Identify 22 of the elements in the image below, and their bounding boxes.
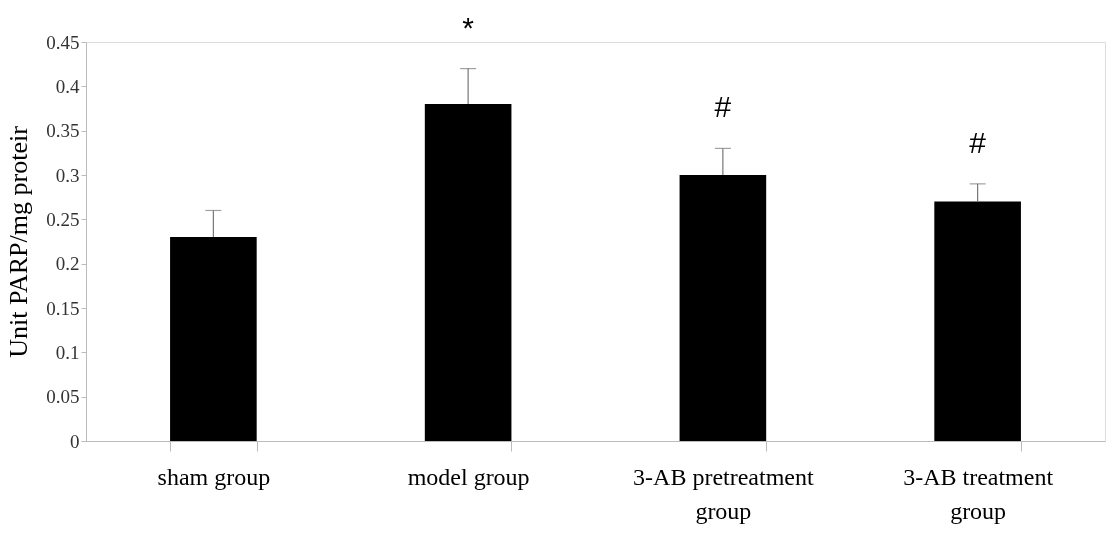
bar bbox=[679, 175, 767, 441]
y-tick-label: 0.15 bbox=[46, 297, 80, 319]
y-tick-label: 0.3 bbox=[55, 164, 80, 186]
y-tick-label: 0.25 bbox=[46, 208, 80, 230]
annotation: # bbox=[969, 125, 987, 159]
y-tick-label: 0.4 bbox=[55, 75, 80, 97]
x-tick-label: model group bbox=[407, 463, 530, 490]
bar bbox=[170, 237, 257, 441]
x-tick-label: 3-AB pretreatment group bbox=[633, 463, 814, 524]
x-tick-label: 3-AB treatment group bbox=[903, 463, 1054, 524]
y-tick-label: 0.45 bbox=[46, 31, 80, 53]
y-tick-label: 0.35 bbox=[46, 120, 80, 142]
y-tick-label: 0.05 bbox=[46, 386, 80, 408]
y-tick-label: 0 bbox=[70, 430, 80, 452]
annotation: * bbox=[462, 10, 475, 44]
y-axis-title: Unit PARP/mg proteir bbox=[4, 125, 34, 358]
annotation: # bbox=[714, 90, 732, 124]
bar bbox=[934, 201, 1021, 441]
y-tick-label: 0.1 bbox=[55, 341, 80, 363]
y-tick-label: 0.2 bbox=[55, 253, 80, 275]
x-tick-label: sham group bbox=[157, 463, 271, 490]
bar bbox=[424, 104, 512, 441]
